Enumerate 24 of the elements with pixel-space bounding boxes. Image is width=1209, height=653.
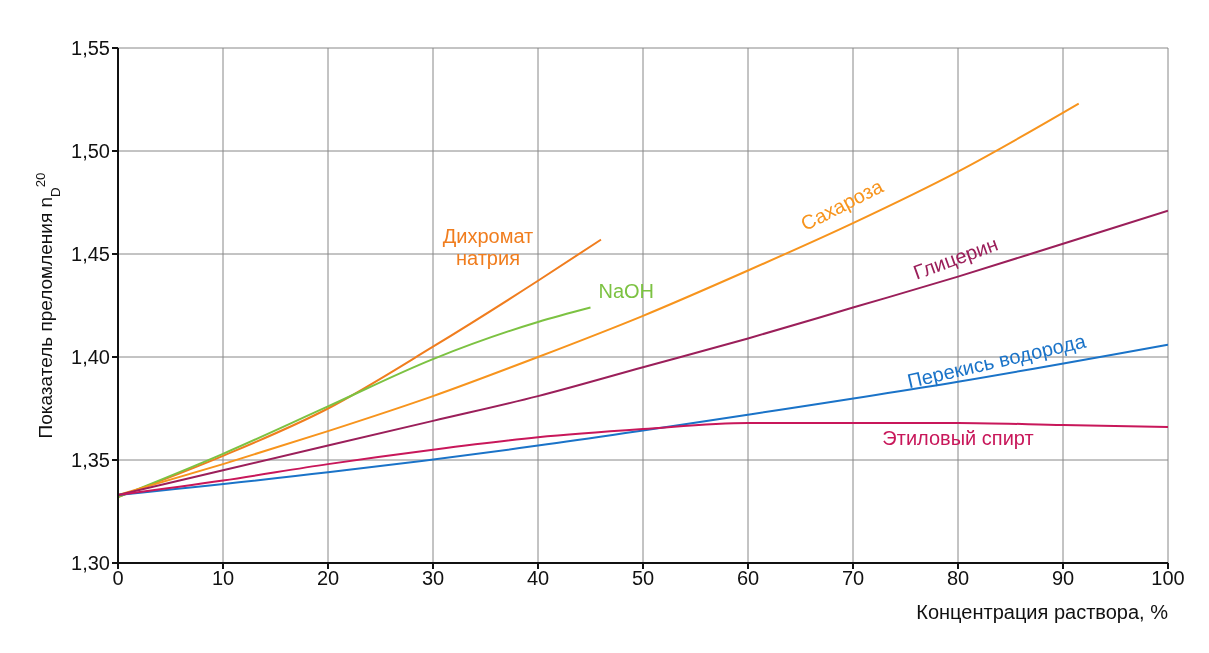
series-label: Этиловый спирт: [882, 426, 1034, 449]
x-tick-label: 30: [421, 567, 445, 590]
x-tick-label: 50: [631, 567, 655, 590]
y-tick-label: 1,50: [71, 140, 110, 163]
y-tick-label: 1,55: [71, 37, 110, 60]
x-tick-label: 70: [841, 567, 865, 590]
x-tick-label: 20: [316, 567, 340, 590]
x-tick-label: 10: [211, 567, 235, 590]
x-tick-label: 40: [526, 567, 550, 590]
line-series: [118, 421, 1168, 497]
x-tick-label: 100: [1151, 567, 1185, 590]
x-tick-label: 60: [736, 567, 760, 590]
y-tick-label: 1,45: [71, 243, 110, 266]
series-label: Дихромат натрия: [442, 224, 534, 269]
line-series: [118, 306, 592, 499]
x-tick-label: 90: [1051, 567, 1075, 590]
x-tick-label: 80: [946, 567, 970, 590]
y-tick-label: 1,30: [71, 552, 110, 575]
y-tick-label: 1,40: [71, 346, 110, 369]
y-tick-label: 1,35: [71, 449, 110, 472]
x-tick-label: 0: [112, 567, 124, 590]
series-label: NaOH: [598, 279, 655, 302]
text: Перекись водорода: [905, 329, 1089, 393]
x-axis-title: Концентрация раствора, %: [916, 601, 1169, 623]
